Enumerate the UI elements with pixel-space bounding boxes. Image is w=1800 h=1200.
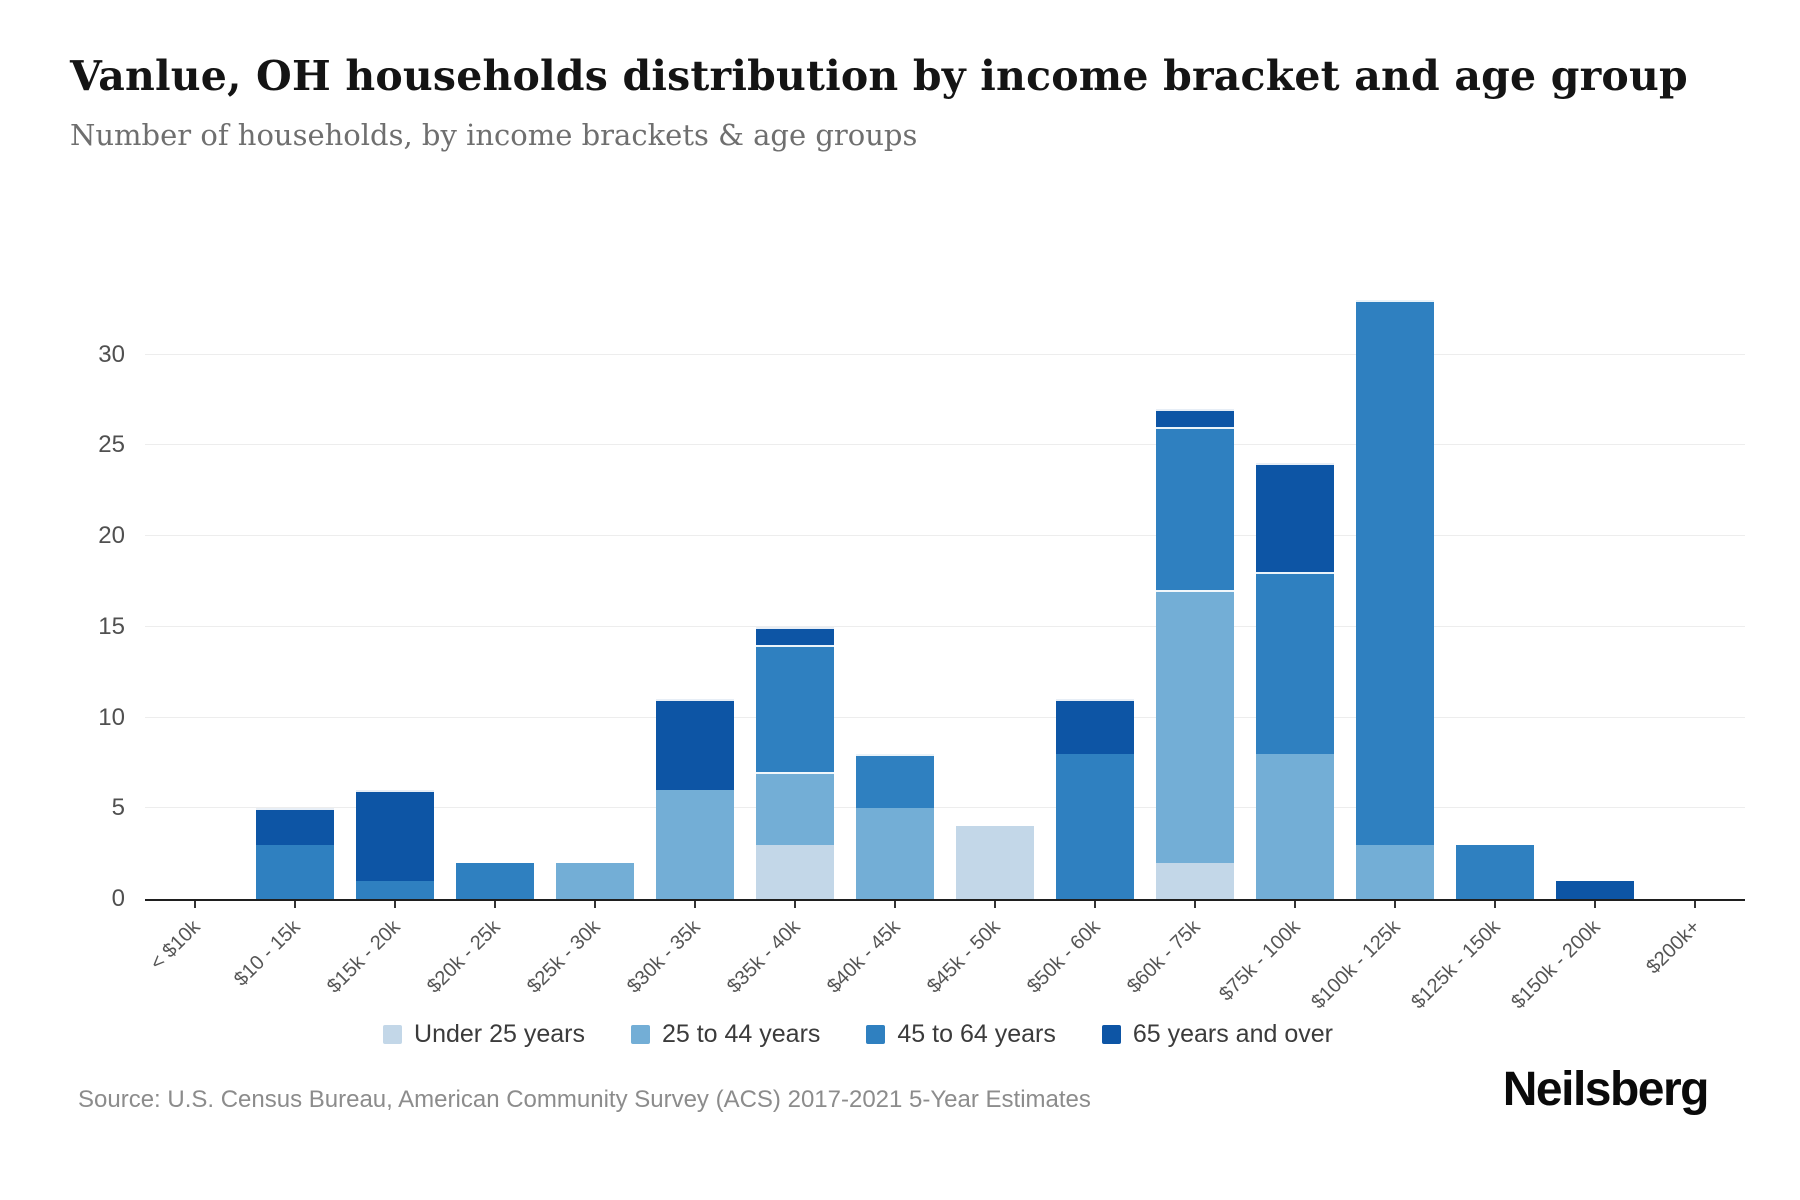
legend-swatch-icon [866,1025,886,1044]
y-axis-tick-label: 20 [98,522,125,549]
bar-segment[interactable] [1256,463,1334,573]
gridline [145,807,1745,809]
legend: Under 25 years 25 to 44 years 45 to 64 yea… [0,1020,1716,1049]
source-text: Source: U.S. Census Bureau, American Com… [78,1086,1091,1113]
bar-segment[interactable] [756,644,834,772]
bar-segment[interactable] [1356,844,1434,899]
y-axis-tick-label: 0 [111,885,125,912]
legend-label: 65 years and over [1132,1020,1333,1048]
x-axis-tick [494,901,496,908]
bar-segment[interactable] [1156,408,1234,428]
x-axis-tick [894,901,896,908]
legend-item[interactable]: 65 years and over [1101,1020,1333,1049]
x-axis-tick [1094,901,1096,908]
bar-segment[interactable] [1156,590,1234,863]
x-axis-tick [1494,901,1496,908]
bar-segment[interactable] [1156,427,1234,591]
x-axis-tick [794,901,796,908]
bar-segment[interactable] [756,771,834,845]
x-axis-tick [994,901,996,908]
bar-segment[interactable] [656,699,734,791]
bar-segment[interactable] [256,808,334,845]
bar-segment[interactable] [856,808,934,899]
y-axis-tick-label: 10 [98,703,125,731]
x-axis-tick [394,901,396,908]
bar-segment[interactable] [456,862,534,899]
x-axis-tick [1194,901,1196,908]
x-axis-tick [1394,901,1396,908]
legend-swatch-icon [1101,1025,1121,1044]
y-axis-tick-label: 15 [98,612,125,640]
x-axis-tick [694,901,696,908]
bar-segment[interactable] [1256,572,1334,754]
bar-segment[interactable] [356,880,434,899]
bar-segment[interactable] [1056,699,1134,754]
legend-label: 45 to 64 years [897,1020,1056,1048]
legend-label: Under 25 years [414,1020,585,1048]
chart-subtitle: Number of households, by income brackets… [70,118,918,152]
bar-segment[interactable] [1556,880,1634,899]
plot-area: 0 5 10 15 20 25 30 [98,299,1745,912]
legend-label: 25 to 44 years [661,1020,821,1048]
bar-segment[interactable] [956,826,1034,899]
y-axis-tick-label: 5 [111,794,125,822]
legend-swatch-icon [383,1025,403,1044]
bar-segment[interactable] [356,790,434,881]
bar-segment[interactable] [756,844,834,899]
legend-item[interactable]: 25 to 44 years [630,1020,821,1049]
bar-segment[interactable] [556,862,634,899]
bar-segment[interactable] [756,626,834,645]
bar-segment[interactable] [656,790,734,899]
bar-segment[interactable] [1156,862,1234,899]
gridline [145,535,1745,536]
legend-item[interactable]: Under 25 years [383,1020,585,1049]
y-axis-tick-label: 30 [98,340,125,368]
x-axis-tick [1694,901,1696,908]
gridline [145,716,1745,718]
bar-segment[interactable] [1456,844,1534,899]
x-axis-tick [1594,901,1596,908]
bar-segment[interactable] [1256,753,1334,899]
x-axis-tick [294,901,296,908]
bar-segment[interactable] [1356,300,1434,845]
legend-swatch-icon [630,1025,650,1044]
bar-segment[interactable] [856,753,934,809]
x-axis-tick [594,901,596,908]
bar-segment[interactable] [256,844,334,899]
x-axis-tick [194,901,196,908]
brand-logo: Neilsberg [1502,1063,1710,1116]
legend-item[interactable]: 45 to 64 years [866,1020,1056,1049]
gridline [145,444,1745,446]
gridline [145,625,1745,627]
gridline [145,353,1745,355]
x-axis-line [145,899,1745,901]
bar-segment[interactable] [1056,753,1134,899]
chart-title: Vanlue, OH households distribution by in… [70,52,1688,100]
y-axis-tick-label: 25 [98,431,125,459]
x-axis-tick [1294,901,1296,908]
